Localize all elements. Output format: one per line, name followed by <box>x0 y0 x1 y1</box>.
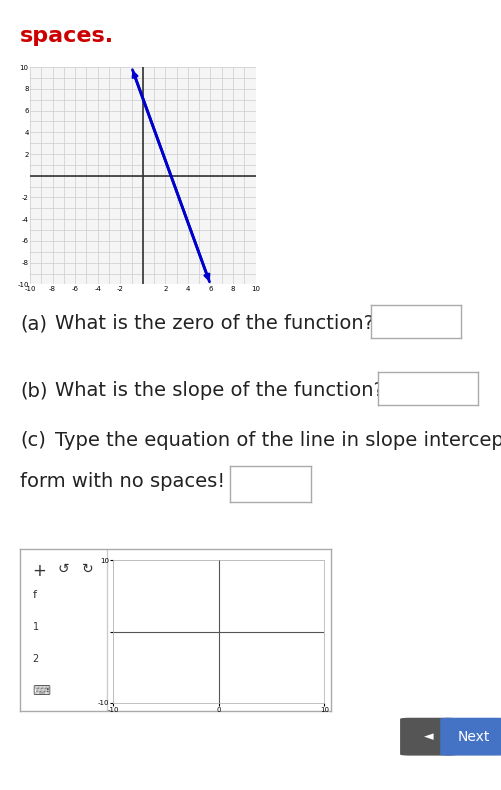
Text: (a): (a) <box>20 314 47 333</box>
Text: ✕: ✕ <box>132 598 141 608</box>
Text: ⌨: ⌨ <box>33 685 51 698</box>
Text: What is the slope of the function?: What is the slope of the function? <box>55 381 384 401</box>
Text: +: + <box>33 562 46 580</box>
Text: Texas: Texas <box>98 525 128 535</box>
Text: Grade 8, EOC (Math) Version: Grade 8, EOC (Math) Version <box>160 525 320 535</box>
Text: f: f <box>33 589 37 600</box>
Text: spaces.: spaces. <box>20 25 114 46</box>
Text: form with no spaces!: form with no spaces! <box>20 472 225 491</box>
Text: Type the equation of the line in slope intercept: Type the equation of the line in slope i… <box>55 431 501 450</box>
Text: desmos: desmos <box>33 524 87 536</box>
FancyBboxPatch shape <box>441 718 501 755</box>
Text: ⚙: ⚙ <box>123 562 135 576</box>
Text: 2: 2 <box>33 654 39 664</box>
Text: What is the zero of the function?: What is the zero of the function? <box>55 314 374 333</box>
Text: ↻: ↻ <box>82 562 94 576</box>
Text: 1: 1 <box>33 622 39 632</box>
Text: (c): (c) <box>20 431 46 450</box>
Text: ↺: ↺ <box>57 562 69 576</box>
Text: Next: Next <box>457 730 489 743</box>
Text: (b): (b) <box>20 381 48 401</box>
Text: «: « <box>150 562 159 576</box>
Text: ◄: ◄ <box>423 730 433 743</box>
FancyBboxPatch shape <box>401 718 456 755</box>
